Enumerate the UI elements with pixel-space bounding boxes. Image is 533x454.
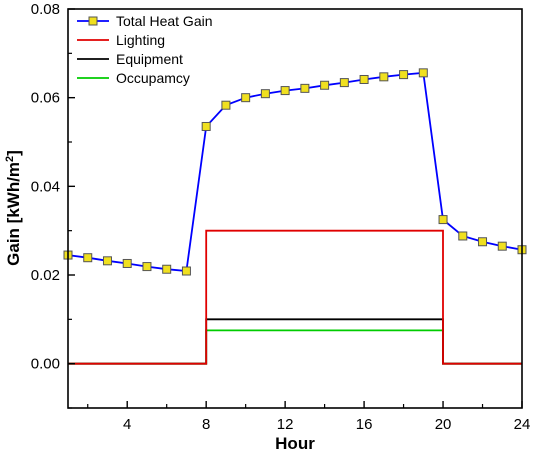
x-tick-label: 8 [202, 416, 210, 433]
plot-markers [63, 68, 527, 276]
legend-label: Total Heat Gain [116, 13, 213, 29]
data-point [399, 70, 409, 80]
legend-label: Occupamcy [116, 70, 190, 86]
x-tick-label: 24 [514, 416, 531, 433]
data-point [339, 78, 349, 88]
y-axis-title-main: Gain [kWh/m [4, 162, 23, 266]
y-tick-label: 0.02 [31, 267, 60, 284]
data-point [162, 264, 172, 274]
data-point [142, 262, 152, 272]
data-point [418, 68, 428, 78]
data-point [379, 72, 389, 82]
data-point [458, 231, 468, 241]
legend-label: Lighting [116, 32, 165, 48]
y-tick-label: 0.06 [31, 90, 60, 107]
y-axis-title-end: ] [4, 150, 23, 156]
data-point [260, 89, 270, 99]
x-tick-label: 4 [123, 416, 131, 433]
data-point [221, 100, 231, 110]
y-tick-label: 0.04 [31, 178, 60, 195]
series-line-lighting [68, 229, 522, 365]
legend-label: Equipment [116, 51, 183, 67]
data-point [438, 215, 448, 225]
data-point [83, 253, 93, 263]
data-point [478, 237, 488, 247]
x-tick-label: 12 [277, 416, 294, 433]
y-axis-title: Gain [kWh/m2] [4, 150, 23, 266]
series-line-equipment [68, 318, 522, 365]
data-point [122, 258, 132, 268]
x-tick-label: 16 [356, 416, 373, 433]
data-point [359, 74, 369, 84]
y-tick-label: 0.08 [31, 1, 60, 18]
series-line-occupamcy [68, 329, 522, 365]
data-point [102, 256, 112, 266]
axes: 4 8 12 16 20 24 0.00 0.02 0.04 0.06 0.08 [31, 1, 531, 433]
plot-frame [67, 8, 523, 409]
data-point [181, 266, 191, 276]
series-line-total-heat-gain [67, 71, 523, 272]
legend-marker [88, 16, 98, 26]
x-axis-title: Hour [275, 434, 315, 453]
data-point [300, 83, 310, 93]
y-tick-label: 0.00 [31, 356, 60, 373]
plot-lines [67, 71, 523, 365]
x-tick-label: 20 [435, 416, 452, 433]
data-point [280, 86, 290, 96]
data-point [241, 93, 251, 103]
y-axis-title-superscript: 2 [4, 156, 16, 162]
data-point [201, 121, 211, 131]
data-point [320, 80, 330, 90]
legend: Total Heat Gain Lighting Equipment Occupamc… [77, 13, 213, 86]
data-point [497, 241, 507, 251]
